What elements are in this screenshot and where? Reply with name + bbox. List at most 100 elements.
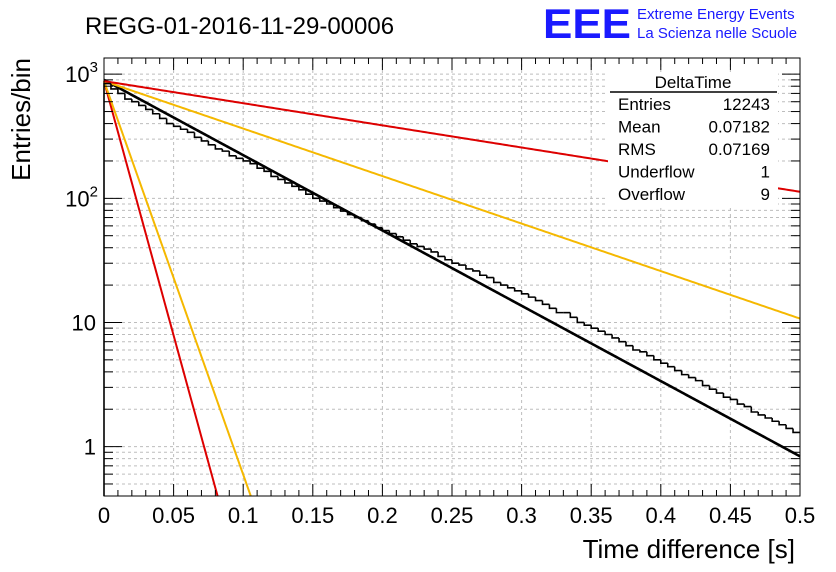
histogram-bin: [277, 176, 285, 181]
histogram-bin: [117, 88, 125, 95]
histogram-bin: [792, 428, 800, 434]
x-tick-label: 0.5: [785, 503, 816, 528]
histogram-bin: [701, 380, 710, 387]
x-tick-label: 0: [98, 503, 110, 528]
histogram-bin: [604, 331, 613, 336]
histogram-bin: [186, 129, 195, 134]
histogram-bin: [492, 277, 501, 284]
histogram-bin: [576, 317, 585, 324]
histogram-bin: [771, 417, 780, 423]
histogram-bin: [242, 158, 251, 162]
x-tick-label: 0.45: [709, 503, 752, 528]
histogram-bin: [298, 186, 306, 191]
histogram-bin: [353, 214, 362, 219]
stats-value: 0.07182: [709, 118, 770, 137]
eee-logo: EEE Extreme Energy Events La Scienza nel…: [543, 0, 797, 47]
histogram-bin: [486, 275, 494, 279]
histogram-bin: [520, 290, 529, 295]
histogram-bin: [632, 345, 640, 351]
histogram-bin: [179, 126, 188, 131]
histogram-bin: [472, 268, 480, 272]
histogram-bin: [312, 194, 320, 200]
histogram-bin: [305, 189, 313, 195]
plot-frame: [103, 57, 801, 497]
histogram-bin: [451, 259, 459, 265]
x-tick-label: 0.15: [291, 503, 334, 528]
histogram-bin: [666, 363, 675, 368]
stats-box-title: DeltaTime: [655, 73, 732, 92]
x-tick-label: 0.2: [367, 503, 398, 528]
histogram-bin: [437, 251, 446, 258]
histogram-bin: [263, 168, 272, 173]
histogram-bin: [534, 297, 543, 302]
histogram-bin: [583, 322, 592, 327]
histogram-bin: [270, 171, 278, 178]
histogram-bin: [144, 105, 153, 111]
histogram-bin: [499, 282, 508, 286]
histogram-bin: [555, 308, 564, 314]
x-tick-label: 0.3: [506, 503, 537, 528]
histogram-bin: [708, 385, 717, 390]
stats-label: Mean: [618, 118, 661, 137]
histogram-bin: [332, 204, 341, 209]
histogram-bin: [416, 243, 425, 248]
histogram-bin: [541, 300, 550, 306]
histogram-bin: [479, 270, 487, 277]
histogram-bin: [318, 198, 327, 202]
y-tick-label: 102: [65, 183, 98, 211]
histogram-bin: [750, 406, 759, 413]
histogram-bin: [228, 151, 237, 157]
histogram-bin: [124, 93, 132, 100]
histogram-bin: [367, 220, 376, 225]
stats-label: Entries: [618, 95, 671, 114]
histogram-bin: [138, 101, 146, 107]
histogram-bin: [346, 211, 355, 216]
histogram-bin: [680, 370, 689, 376]
x-axis-label: Time difference [s]: [583, 534, 795, 564]
histogram-bin: [423, 246, 432, 250]
histogram-bin: [673, 366, 682, 372]
histogram-bin: [694, 377, 703, 382]
stats-label: Underflow: [618, 163, 695, 182]
x-tick-label: 0.35: [570, 503, 613, 528]
histogram-bin: [151, 109, 160, 115]
histogram-bin: [590, 325, 599, 329]
histogram-bin: [207, 140, 216, 146]
stats-rows: Entries 12243 Mean 0.07182 RMS 0.07169 Underfl…: [618, 95, 770, 204]
histogram-bin: [653, 355, 661, 361]
histogram-bin: [200, 137, 209, 142]
x-tick-label: 0.05: [152, 503, 195, 528]
histogram-bin: [618, 337, 626, 343]
x-tick-label: 0.1: [228, 503, 259, 528]
histogram-bin: [249, 160, 258, 165]
histogram-bin: [513, 287, 522, 292]
curve-expected-3: [103, 80, 801, 320]
histogram-bin: [395, 233, 404, 238]
histogram-bin: [430, 249, 439, 253]
stats-box: DeltaTime Entries 12243 Mean 0.07182 RMS 0.07…: [608, 72, 778, 208]
histogram-bin: [465, 265, 473, 270]
histogram-bin: [625, 341, 633, 347]
histogram-bin: [548, 304, 557, 310]
histogram-bin: [172, 123, 181, 128]
stats-label: RMS: [618, 140, 656, 159]
histogram-bin: [214, 144, 223, 150]
histogram-bin: [743, 404, 752, 408]
y-tick-label: 103: [65, 59, 98, 87]
curve-expected-2: [103, 80, 252, 497]
histogram-bin: [291, 182, 299, 188]
histogram-bin: [325, 201, 334, 205]
curve-fit: [103, 78, 801, 458]
histogram-bin: [256, 163, 265, 169]
histogram-bin: [757, 412, 766, 416]
histogram-bin: [402, 236, 411, 241]
histogram-bin: [381, 227, 390, 232]
histogram-bin: [388, 230, 397, 235]
eee-logo-line2: La Scienza nelle Scuole: [637, 25, 797, 42]
histogram-bin: [722, 393, 731, 398]
histogram-bin: [785, 424, 794, 430]
histogram-bin: [339, 207, 348, 212]
histogram-bin: [736, 399, 745, 405]
histogram-bin: [444, 256, 452, 261]
